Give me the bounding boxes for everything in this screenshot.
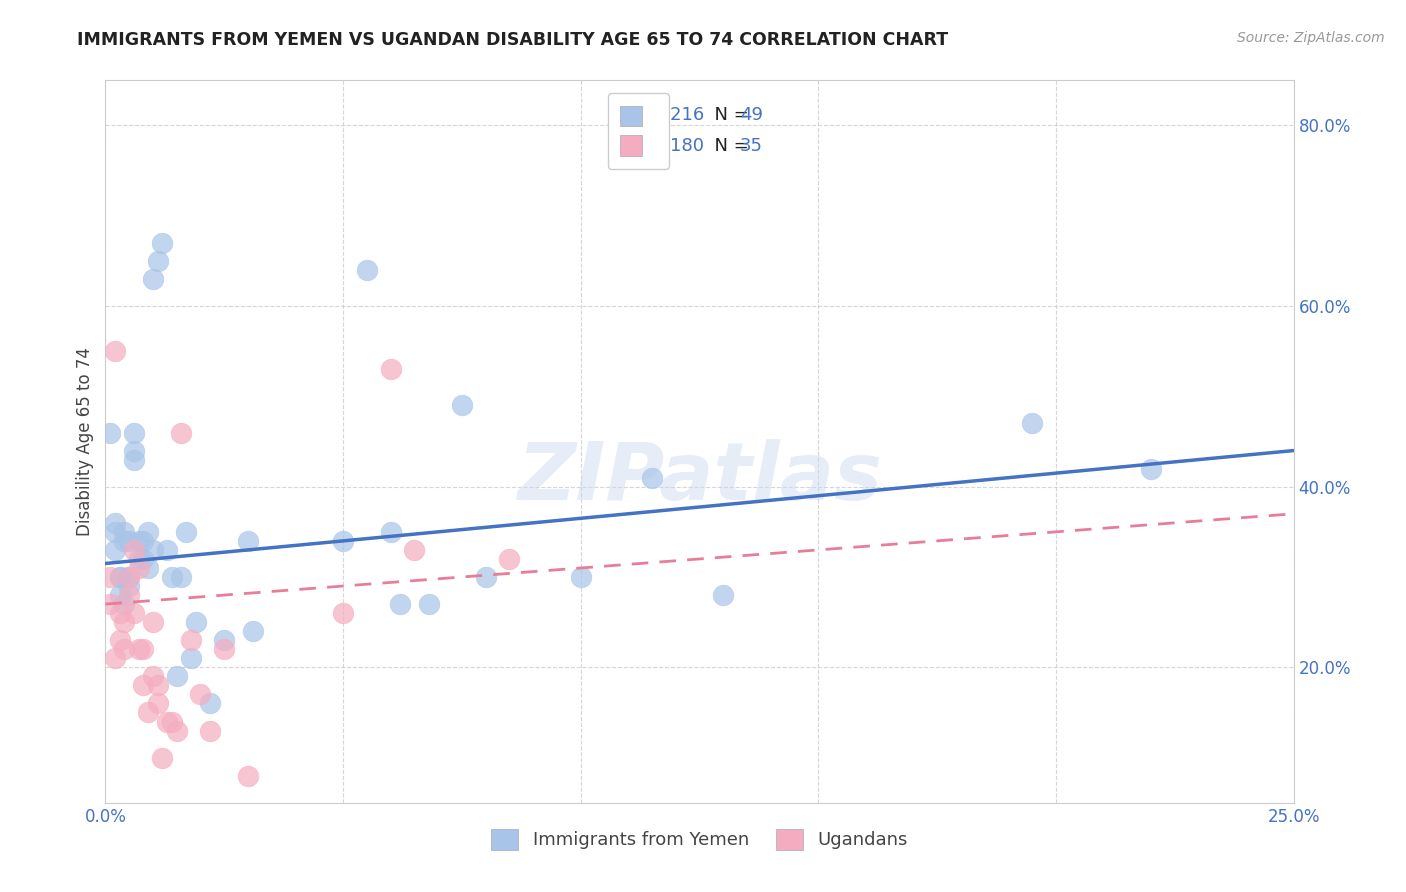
Point: [170, 425, 193, 440]
Point: [380, 524, 402, 539]
Point: [389, 597, 412, 611]
Point: [160, 714, 183, 729]
Point: [104, 516, 127, 530]
Text: ZIPatlas: ZIPatlas: [517, 439, 882, 516]
Point: [118, 570, 141, 584]
Text: 35: 35: [740, 136, 763, 154]
Text: N =: N =: [703, 136, 755, 154]
Point: [122, 606, 145, 620]
Point: [108, 606, 131, 620]
Point: [104, 524, 127, 539]
Point: [98, 597, 121, 611]
Point: [122, 452, 145, 467]
Point: [108, 633, 131, 648]
Point: [122, 443, 145, 458]
Point: [114, 615, 136, 630]
Point: [132, 678, 155, 692]
Point: [114, 642, 136, 657]
Point: [236, 769, 259, 783]
Point: [108, 570, 131, 584]
Point: [498, 552, 520, 566]
Point: [242, 624, 264, 639]
Point: [380, 362, 402, 376]
Point: [132, 533, 155, 548]
Point: [136, 524, 159, 539]
Point: [122, 425, 145, 440]
Point: [108, 570, 131, 584]
Point: [128, 561, 150, 575]
Point: [128, 533, 150, 548]
Point: [104, 651, 127, 665]
Text: R =: R =: [623, 136, 661, 154]
Point: [142, 542, 165, 557]
Text: Source: ZipAtlas.com: Source: ZipAtlas.com: [1237, 31, 1385, 45]
Point: [641, 471, 664, 485]
Point: [156, 542, 179, 557]
Text: IMMIGRANTS FROM YEMEN VS UGANDAN DISABILITY AGE 65 TO 74 CORRELATION CHART: IMMIGRANTS FROM YEMEN VS UGANDAN DISABIL…: [77, 31, 949, 49]
Point: [104, 344, 127, 359]
Point: [404, 542, 426, 557]
Point: [132, 552, 155, 566]
Point: [108, 588, 131, 602]
Point: [190, 687, 212, 701]
Point: [128, 642, 150, 657]
Point: [180, 651, 202, 665]
Point: [198, 697, 221, 711]
Text: R =: R =: [623, 105, 661, 124]
Point: [214, 633, 236, 648]
Point: [180, 633, 202, 648]
Point: [146, 697, 169, 711]
Point: [474, 570, 496, 584]
Point: [152, 750, 174, 764]
Point: [184, 615, 207, 630]
Y-axis label: Disability Age 65 to 74: Disability Age 65 to 74: [76, 347, 94, 536]
Point: [166, 669, 188, 683]
Point: [98, 570, 121, 584]
Point: [160, 570, 183, 584]
Point: [122, 542, 145, 557]
Point: [118, 588, 141, 602]
Point: [569, 570, 592, 584]
Point: [236, 533, 259, 548]
Point: [198, 723, 221, 738]
Point: [214, 642, 236, 657]
Point: [104, 542, 127, 557]
Point: [332, 533, 354, 548]
Point: [114, 533, 136, 548]
Point: [118, 579, 141, 593]
Point: [118, 570, 141, 584]
Point: [142, 669, 165, 683]
Point: [146, 253, 169, 268]
Point: [166, 723, 188, 738]
Text: 49: 49: [740, 105, 763, 124]
Point: [450, 398, 472, 412]
Point: [118, 533, 141, 548]
Point: [418, 597, 440, 611]
Point: [1021, 417, 1043, 431]
Point: [114, 597, 136, 611]
Point: [356, 263, 378, 277]
Text: 0.180: 0.180: [654, 136, 706, 154]
Point: [98, 425, 121, 440]
Point: [114, 524, 136, 539]
Point: [142, 272, 165, 286]
Point: [136, 706, 159, 720]
Point: [146, 678, 169, 692]
Point: [711, 588, 734, 602]
Point: [132, 642, 155, 657]
Point: [156, 714, 179, 729]
Point: [142, 615, 165, 630]
Legend: Immigrants from Yemen, Ugandans: Immigrants from Yemen, Ugandans: [482, 820, 917, 859]
Text: 0.216: 0.216: [654, 105, 706, 124]
Point: [170, 570, 193, 584]
Point: [128, 552, 150, 566]
Point: [152, 235, 174, 250]
Point: [1140, 461, 1163, 475]
Point: [174, 524, 197, 539]
Point: [136, 561, 159, 575]
Text: N =: N =: [703, 105, 755, 124]
Point: [332, 606, 354, 620]
